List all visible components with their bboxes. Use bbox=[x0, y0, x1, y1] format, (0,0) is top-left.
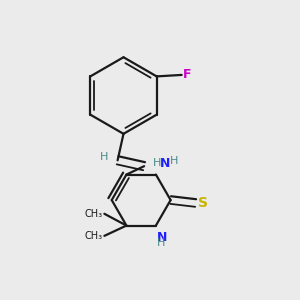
Text: H: H bbox=[100, 152, 109, 162]
Text: CH₃: CH₃ bbox=[85, 209, 103, 219]
Text: F: F bbox=[183, 68, 192, 81]
Text: H: H bbox=[170, 156, 178, 166]
Text: N: N bbox=[160, 157, 171, 170]
Text: N: N bbox=[158, 231, 168, 244]
Text: H: H bbox=[153, 158, 161, 168]
Text: H: H bbox=[158, 238, 166, 248]
Text: CH₃: CH₃ bbox=[85, 231, 103, 241]
Text: S: S bbox=[198, 196, 208, 210]
